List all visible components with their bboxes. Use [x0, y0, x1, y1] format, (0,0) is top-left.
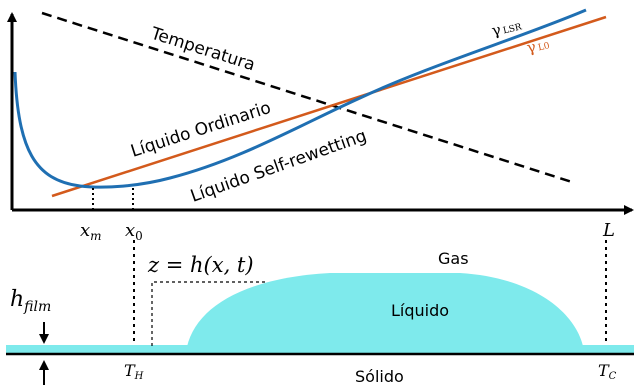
th-label: TH — [124, 361, 144, 382]
bottom-scene: z = h(x, t) hfilm Gas Líquido Sólido TH … — [6, 240, 634, 386]
hfilm-label: hfilm — [10, 287, 51, 315]
ordinary-liquid-label: Líquido Ordinario — [128, 98, 273, 162]
x0-label: x0 — [125, 220, 143, 243]
equation-label: z = h(x, t) — [147, 253, 254, 277]
gas-label: Gas — [438, 249, 469, 268]
L-label: L — [602, 220, 615, 241]
tc-label: TC — [598, 361, 617, 382]
temperature-line — [41, 11, 573, 184]
top-plot: Temperatura Líquido Ordinario Líquido Se… — [6, 8, 634, 243]
liquid-droplet — [186, 273, 584, 352]
selfrewet-liquid-curve — [13, 8, 587, 189]
gamma-lsr-label: γLSR — [490, 16, 523, 40]
gamma-l0-label: γL0 — [525, 34, 551, 57]
xm-label: xm — [80, 220, 102, 243]
ordinary-liquid-line — [51, 15, 607, 198]
solid-label: Sólido — [355, 367, 404, 386]
temperature-label: Temperatura — [148, 23, 258, 75]
liquid-label: Líquido — [391, 301, 449, 320]
